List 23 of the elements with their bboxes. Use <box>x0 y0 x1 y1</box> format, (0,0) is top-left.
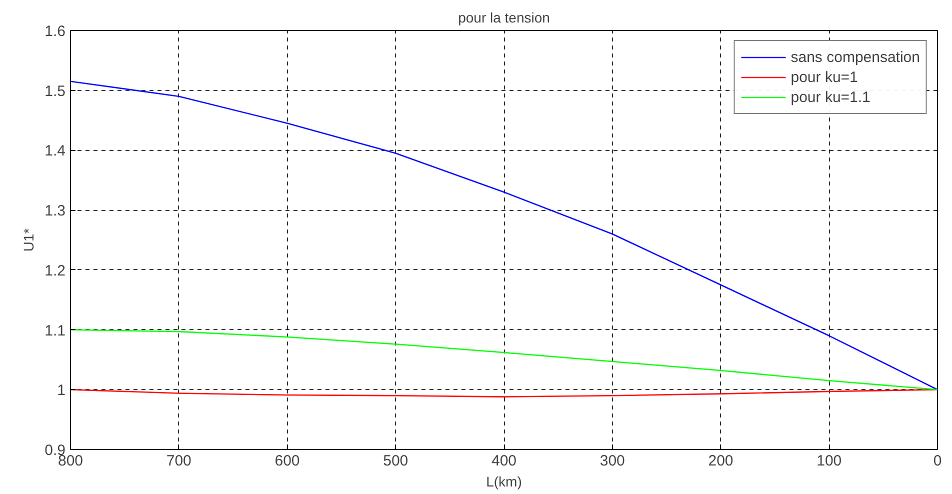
x-tick-label: 700 <box>166 452 192 470</box>
legend-label: pour ku=1 <box>790 68 858 86</box>
line-series <box>70 329 938 390</box>
x-tick-label: 600 <box>274 452 300 470</box>
y-tick-label: 1.6 <box>44 23 66 40</box>
y-tick-label: 1.1 <box>44 322 66 340</box>
x-axis-title: L(km) <box>486 474 522 490</box>
y-tick-label: 1.3 <box>44 202 66 220</box>
x-tick-label: 400 <box>491 452 517 470</box>
chart-title: pour la tension <box>458 10 550 26</box>
x-tick-label: 200 <box>708 452 734 470</box>
y-tick-label: 1.5 <box>44 82 66 100</box>
y-tick-label: 1.2 <box>44 262 66 280</box>
line-series <box>70 388 938 398</box>
x-tick-label: 500 <box>383 452 408 470</box>
legend-label: sans compensation <box>790 48 920 66</box>
x-tick-label: 300 <box>600 452 625 470</box>
x-tick-label: 0 <box>933 452 942 470</box>
x-tick-label: 100 <box>816 452 842 470</box>
y-axis-title: U1* <box>20 228 37 252</box>
y-tick-label: 1.4 <box>44 142 66 160</box>
legend-label: pour ku=1.1 <box>790 88 870 106</box>
y-tick-label: 1 <box>57 382 66 400</box>
